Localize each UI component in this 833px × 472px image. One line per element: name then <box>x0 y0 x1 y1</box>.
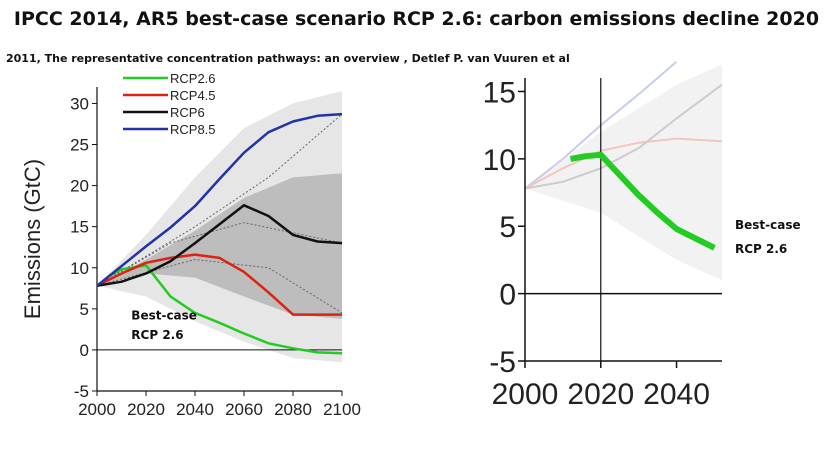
x-tick-label: 2020 <box>127 400 165 419</box>
y-tick-label: 5 <box>80 300 89 319</box>
y-tick-label: -5 <box>74 382 89 401</box>
y-tick-label: 15 <box>70 218 89 237</box>
legend-label: RCP2.6 <box>170 71 216 86</box>
x-tick-label: 2020 <box>567 378 634 411</box>
x-tick-label: 2040 <box>176 400 214 419</box>
annotation-label: RCP 2.6 <box>131 328 183 342</box>
y-tick-label: 30 <box>70 94 89 113</box>
series-line-rcp6 <box>96 204 343 288</box>
y-tick-label: 0 <box>80 341 89 360</box>
series-line-rcp45 <box>96 253 342 316</box>
legend-label: RCP4.5 <box>170 88 216 103</box>
x-tick-label: 2000 <box>492 378 559 411</box>
series-line-rcp26 <box>96 264 343 355</box>
x-tick-label: 2040 <box>643 378 710 411</box>
x-tick-label: 2000 <box>78 400 116 419</box>
x-tick-label: 2080 <box>274 400 312 419</box>
uncertainty-band-inner <box>97 173 342 319</box>
y-tick-label: 5 <box>499 211 516 244</box>
faded-scenario-line-2 <box>524 137 723 190</box>
y-tick-label: -5 <box>489 346 516 379</box>
legend-label: RCP6 <box>170 105 205 120</box>
y-tick-label: 20 <box>70 177 89 196</box>
y-tick-label: 25 <box>70 136 89 155</box>
x-tick-label: 2100 <box>323 400 361 419</box>
annotation-label: RCP 2.6 <box>735 242 787 256</box>
annotation-label: Best-case <box>735 218 801 232</box>
y-tick-label: 0 <box>499 279 516 312</box>
y-tick-label: 15 <box>483 76 516 109</box>
legend-label: RCP8.5 <box>170 122 216 137</box>
y-tick-label: 10 <box>483 144 516 177</box>
y-axis-label: Emissions (GtC) <box>20 159 45 319</box>
series-line-rcp26 <box>569 151 716 251</box>
right-chart: -5 0 5 10 15 2000 2020 2040 Best-case RCP 2.6 <box>483 61 801 411</box>
page-title: IPCC 2014, AR5 best-case scenario RCP 2.… <box>13 8 820 30</box>
y-tick-label: 10 <box>70 259 89 278</box>
left-chart: -5 0 5 10 15 20 25 30 2000 2020 2040 2060 2080 2100 Em… <box>20 71 361 419</box>
chart-source-citation: 2011, The representative concentration p… <box>6 52 570 65</box>
median-dotted-line-1 <box>96 113 343 287</box>
faded-scenario-line-3 <box>524 83 723 190</box>
series-line-rcp85 <box>96 112 343 287</box>
annotation-label: Best-case <box>131 309 197 323</box>
x-tick-label: 2060 <box>225 400 263 419</box>
